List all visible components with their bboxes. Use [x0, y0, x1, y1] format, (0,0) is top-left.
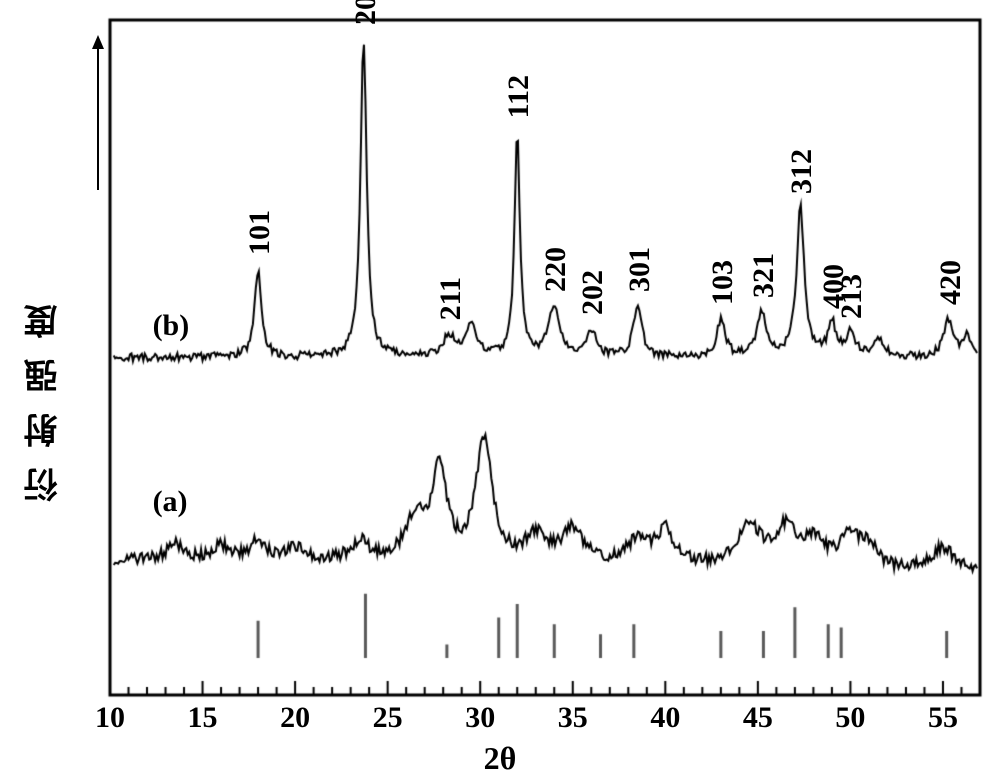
series-label-a: (a)	[153, 485, 188, 519]
x-tick-label: 50	[825, 701, 875, 735]
peak-label-112: 112	[502, 75, 536, 118]
peak-label-202: 202	[576, 270, 610, 315]
x-tick-label: 20	[270, 701, 320, 735]
peak-label-312: 312	[785, 149, 819, 194]
xrd-figure: 衍 射 强 度 2θ 10152025303540455055 (a)(b) 1…	[0, 0, 1000, 783]
x-tick-label: 40	[640, 701, 690, 735]
peak-label-420: 420	[934, 260, 968, 305]
x-tick-label: 35	[548, 701, 598, 735]
peak-label-301: 301	[623, 247, 657, 292]
series-label-b: (b)	[153, 309, 190, 343]
peak-label-103: 103	[706, 260, 740, 305]
x-tick-label: 25	[363, 701, 413, 735]
x-tick-label: 10	[85, 701, 135, 735]
x-tick-label: 55	[918, 701, 968, 735]
peak-label-321: 321	[747, 253, 781, 298]
peak-label-211: 211	[434, 277, 468, 320]
y-axis-arrow	[0, 0, 1000, 783]
x-tick-label: 45	[733, 701, 783, 735]
x-tick-label: 15	[178, 701, 228, 735]
peak-label-220: 220	[539, 247, 573, 292]
peak-label-101: 101	[243, 210, 277, 255]
peak-label-213: 213	[835, 274, 869, 319]
peak-label-200: 200	[349, 0, 383, 25]
x-tick-label: 30	[455, 701, 505, 735]
x-axis-label: 2θ	[0, 740, 1000, 777]
